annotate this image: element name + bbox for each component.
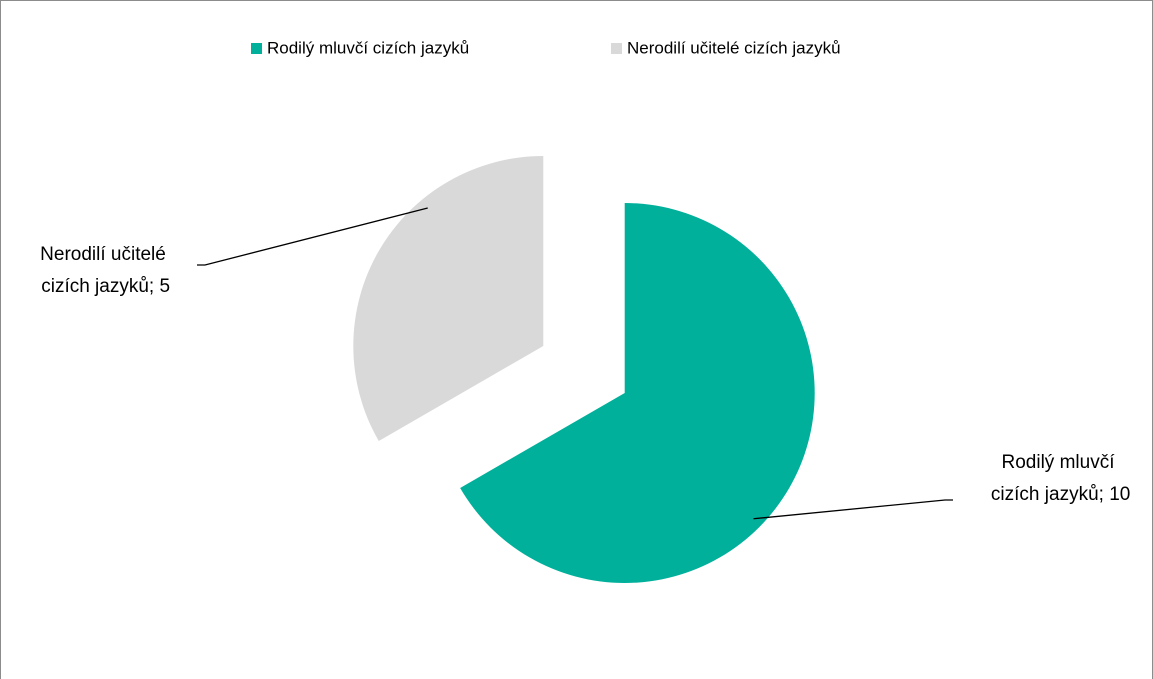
legend-swatch <box>251 43 262 54</box>
legend-label: Nerodilí učitelé cizích jazyků <box>627 38 841 57</box>
pie-slice <box>460 203 815 583</box>
leader-line <box>753 499 953 520</box>
data-label: Nerodilí učitelé cizích jazyků; 5 <box>36 244 170 297</box>
legend-swatch <box>611 43 622 54</box>
pie-slice <box>353 156 544 441</box>
legend-label: Rodilý mluvčí cizích jazyků <box>267 38 469 57</box>
leader-line <box>197 207 428 266</box>
data-label: Rodilý mluvčí cizích jazyků; 10 <box>986 452 1131 505</box>
